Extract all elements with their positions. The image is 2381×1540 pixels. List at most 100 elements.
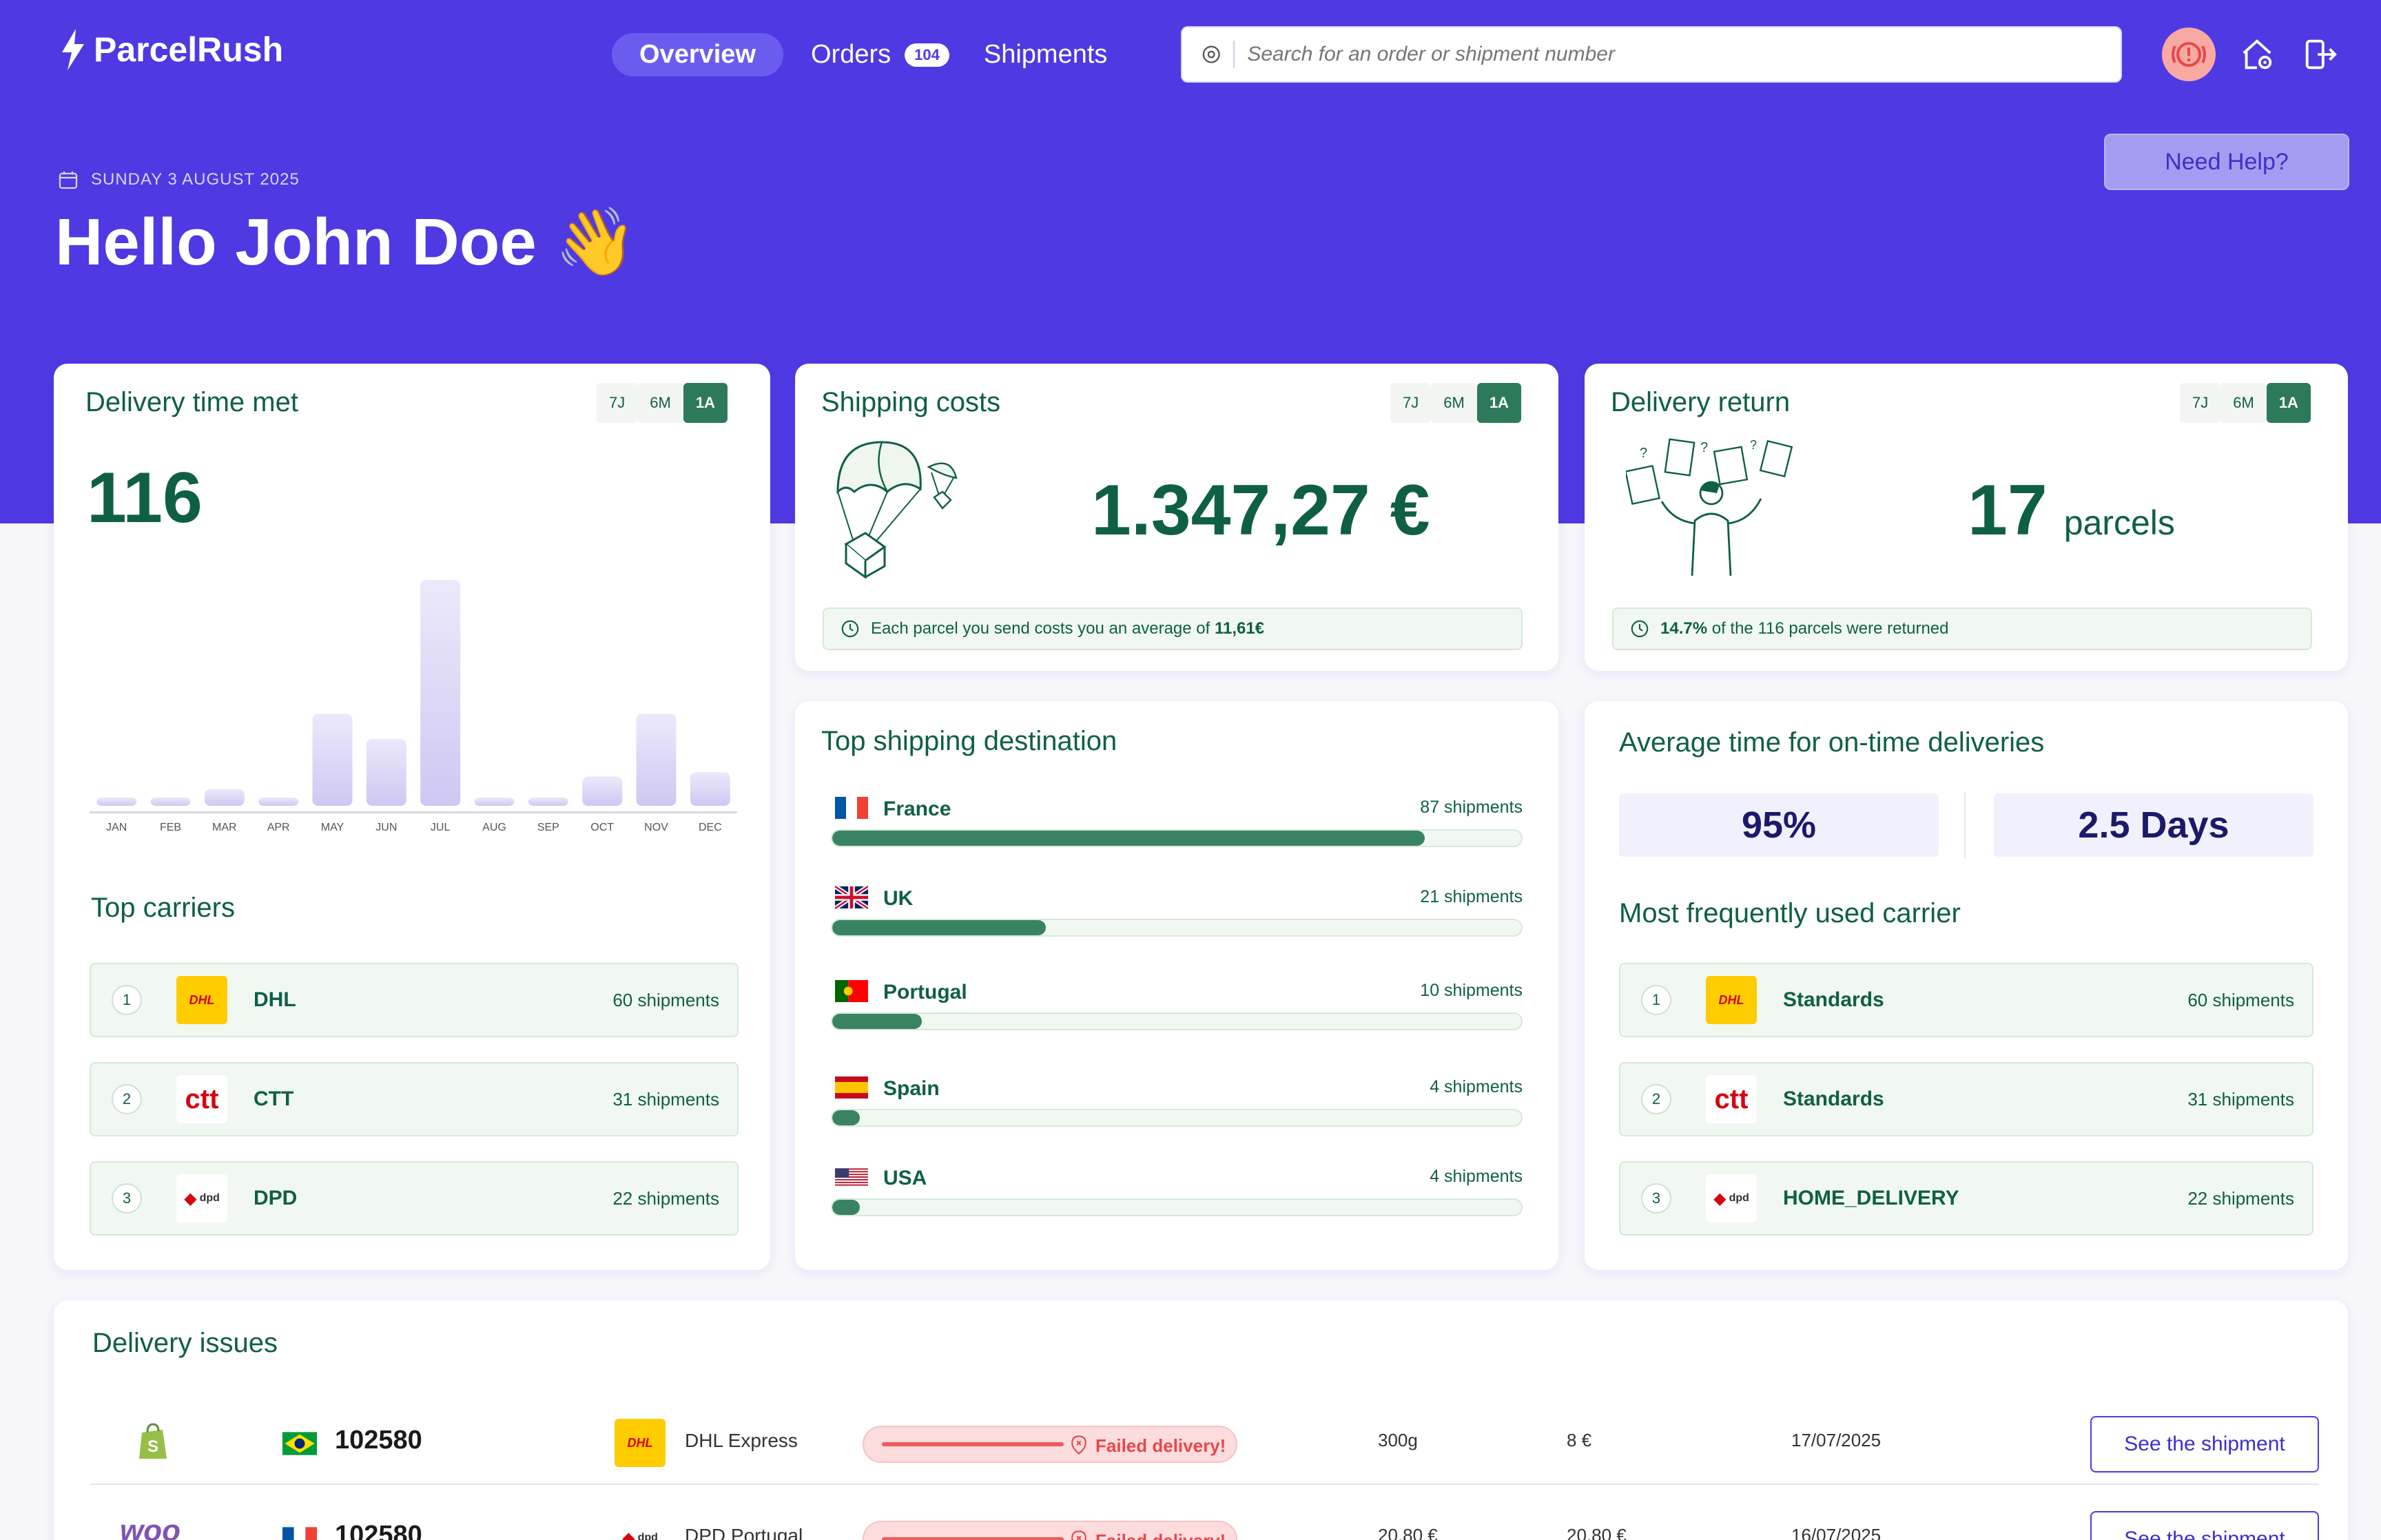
dpd-logo-text: dpd bbox=[637, 1532, 658, 1540]
confused-person-illustration: ? ? ? bbox=[1626, 438, 1793, 576]
status-badge: Failed delivery! bbox=[863, 1426, 1237, 1463]
month-label-jul: JUL bbox=[430, 822, 451, 833]
bar-mar[interactable] bbox=[204, 789, 245, 806]
nav-orders-label: Orders bbox=[811, 40, 891, 69]
period-6m[interactable]: 6M bbox=[1431, 383, 1477, 423]
nav-orders[interactable]: Orders 104 bbox=[783, 33, 977, 76]
delivery-return-periods: 7J 6M 1A bbox=[2180, 383, 2311, 423]
return-unit: parcels bbox=[2063, 503, 2175, 542]
destination-row: Portugal 10 shipments bbox=[831, 974, 1523, 1043]
status-badge: Failed delivery! bbox=[863, 1521, 1237, 1540]
status-text: Failed delivery! bbox=[1095, 1530, 1226, 1540]
month-label-dec: DEC bbox=[698, 822, 722, 833]
bar-dec[interactable] bbox=[690, 772, 730, 806]
need-help-button[interactable]: Need Help? bbox=[2104, 134, 2349, 190]
carrier-count: 31 shipments bbox=[612, 1088, 719, 1110]
delivery-return-note-text: of the 116 parcels were returned bbox=[1707, 619, 1949, 638]
bar-apr[interactable] bbox=[258, 797, 299, 806]
see-shipment-button[interactable]: See the shipment bbox=[2090, 1416, 2319, 1473]
carrier-count: 60 shipments bbox=[2187, 989, 2294, 1010]
bar-jun[interactable] bbox=[366, 738, 406, 806]
parcel-weight: 300g bbox=[1378, 1430, 1418, 1450]
order-number[interactable]: 102580 bbox=[335, 1426, 422, 1455]
top-bar: ParcelRush Overview Orders 104 Shipments bbox=[0, 0, 2381, 110]
period-1a[interactable]: 1A bbox=[2266, 383, 2311, 423]
period-1a[interactable]: 1A bbox=[683, 383, 728, 423]
search-input[interactable] bbox=[1247, 43, 2101, 66]
svg-text:S: S bbox=[147, 1437, 158, 1456]
issue-date: 16/07/2025 bbox=[1791, 1525, 1882, 1540]
delivery-time-periods: 7J 6M 1A bbox=[597, 383, 728, 423]
bar-oct[interactable] bbox=[582, 776, 623, 807]
home-settings-button[interactable] bbox=[2235, 32, 2279, 76]
period-6m[interactable]: 6M bbox=[637, 383, 683, 423]
delivery-return-value: 17 parcels bbox=[1968, 470, 2175, 552]
frequent-carrier-row[interactable]: 3 ◆ dpd HOME_DELIVERY 22 shipments bbox=[1619, 1161, 2313, 1236]
destination-count: 87 shipments bbox=[1420, 798, 1523, 817]
chart-axis bbox=[90, 811, 737, 813]
carrier-service: HOME_DELIVERY bbox=[1783, 1187, 1959, 1209]
period-7j[interactable]: 7J bbox=[2180, 383, 2221, 423]
ctt-logo: ctt bbox=[1706, 1075, 1757, 1123]
delivery-time-chart bbox=[96, 580, 730, 807]
destination-progress bbox=[831, 919, 1523, 937]
carrier-name: DPD bbox=[254, 1187, 298, 1209]
row-separator bbox=[90, 1484, 2319, 1485]
dhl-logo: DHL bbox=[1706, 976, 1757, 1024]
period-1a[interactable]: 1A bbox=[1476, 383, 1521, 423]
bar-nov[interactable] bbox=[636, 714, 677, 806]
parachute-parcel-illustration bbox=[836, 441, 958, 579]
bar-feb[interactable] bbox=[150, 797, 191, 806]
top-destination-title: Top shipping destination bbox=[821, 726, 1117, 756]
destination-name: Spain bbox=[883, 1077, 940, 1100]
period-7j[interactable]: 7J bbox=[1390, 383, 1432, 423]
carrier-name: DHL bbox=[254, 988, 296, 1011]
carrier-service: Standards bbox=[1783, 988, 1884, 1011]
top-carrier-row[interactable]: 1 DHL DHL 60 shipments bbox=[90, 963, 739, 1037]
see-shipment-button[interactable]: See the shipment bbox=[2090, 1511, 2319, 1540]
shopify-icon: S bbox=[139, 1423, 167, 1459]
search-bar[interactable] bbox=[1181, 26, 2122, 83]
bar-aug[interactable] bbox=[474, 797, 515, 806]
parcel-weight: 20,80 € bbox=[1378, 1525, 1438, 1540]
status-progress-line bbox=[882, 1537, 1064, 1540]
month-label-jun: JUN bbox=[375, 822, 398, 833]
carrier-name: DPD Portugal bbox=[685, 1525, 803, 1540]
shipping-costs-note: Each parcel you send costs you an averag… bbox=[823, 607, 1523, 650]
destination-count: 4 shipments bbox=[1430, 1077, 1523, 1096]
month-label-mar: MAR bbox=[212, 822, 237, 833]
home-gear-icon bbox=[2243, 39, 2272, 70]
period-6m[interactable]: 6M bbox=[2220, 383, 2267, 423]
top-carrier-row[interactable]: 3 ◆ dpd DPD 22 shipments bbox=[90, 1161, 739, 1236]
bar-may[interactable] bbox=[312, 714, 353, 806]
bolt-icon bbox=[62, 29, 84, 70]
nav-overview[interactable]: Overview bbox=[612, 33, 783, 76]
period-7j[interactable]: 7J bbox=[597, 383, 638, 423]
avatar[interactable] bbox=[2162, 28, 2216, 81]
nav-shipments[interactable]: Shipments bbox=[977, 33, 1135, 76]
order-number[interactable]: 102580 bbox=[335, 1521, 422, 1540]
bar-jan[interactable] bbox=[96, 797, 137, 806]
delivery-return-title: Delivery return bbox=[1611, 387, 1791, 417]
bar-sep[interactable] bbox=[528, 797, 568, 806]
top-carrier-row[interactable]: 2 ctt CTT 31 shipments bbox=[90, 1062, 739, 1136]
logout-button[interactable] bbox=[2298, 32, 2342, 76]
logo[interactable]: ParcelRush bbox=[59, 28, 283, 72]
dpd-logo: ◆ dpd bbox=[615, 1514, 666, 1540]
frequent-carrier-row[interactable]: 2 ctt Standards 31 shipments bbox=[1619, 1062, 2313, 1136]
shipping-costs-title: Shipping costs bbox=[821, 387, 1001, 417]
shipping-costs-average: 11,61€ bbox=[1214, 619, 1265, 638]
date-text: SUNDAY 3 AUGUST 2025 bbox=[91, 170, 300, 189]
location-x-icon bbox=[1071, 1435, 1086, 1455]
frequent-carrier-row[interactable]: 1 DHL Standards 60 shipments bbox=[1619, 963, 2313, 1037]
nav-shipments-label: Shipments bbox=[983, 40, 1108, 69]
delivery-return-note: 14.7% of the 116 parcels were returned bbox=[1612, 607, 2312, 650]
destination-progress bbox=[831, 829, 1523, 847]
search-separator bbox=[1233, 41, 1235, 68]
bar-jul[interactable] bbox=[420, 580, 461, 806]
destination-count: 10 shipments bbox=[1420, 981, 1523, 1000]
logo-text: ParcelRush bbox=[94, 30, 284, 69]
carrier-name: CTT bbox=[254, 1088, 294, 1110]
top-icons bbox=[2162, 28, 2342, 81]
month-label-jan: JAN bbox=[106, 822, 127, 833]
